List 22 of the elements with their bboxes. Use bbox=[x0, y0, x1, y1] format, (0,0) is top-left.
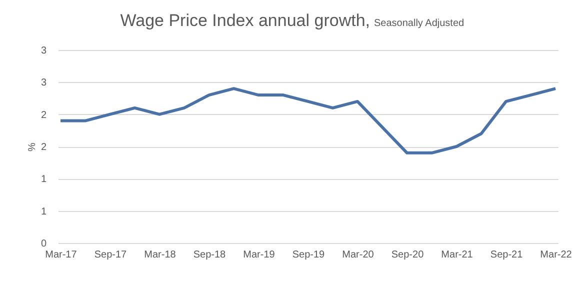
x-tick-label: Mar-22 bbox=[540, 250, 572, 260]
y-tick-label: 3 bbox=[40, 46, 47, 56]
x-tick-label: Mar-18 bbox=[144, 250, 176, 260]
x-tick-label: Sep-21 bbox=[490, 250, 524, 260]
y-tick-label: 1 bbox=[40, 206, 47, 218]
y-tick-label: 2 bbox=[40, 110, 47, 121]
y-tick-label: 3 bbox=[40, 78, 47, 89]
x-tick-label: Mar-17 bbox=[45, 250, 78, 260]
x-tick-label: Mar-20 bbox=[342, 250, 374, 260]
chart-subtitle: Seasonally Adjusted bbox=[374, 18, 464, 29]
y-axis-title: % bbox=[26, 142, 38, 152]
x-tick-label: Sep-20 bbox=[391, 250, 424, 260]
y-tick-label: 0 bbox=[40, 238, 47, 250]
line-series bbox=[58, 87, 558, 154]
chart-title: Wage Price Index annual growth, bbox=[120, 11, 370, 30]
x-tick-label: Sep-17 bbox=[94, 250, 128, 260]
y-tick-label: 1 bbox=[40, 174, 47, 186]
x-tick-label: Sep-18 bbox=[193, 250, 226, 260]
y-tick-label: 2 bbox=[40, 142, 47, 153]
x-tick-label: Mar-21 bbox=[441, 250, 474, 260]
x-tick-label: Sep-19 bbox=[292, 250, 326, 260]
x-tick-label: Mar-19 bbox=[243, 250, 276, 260]
